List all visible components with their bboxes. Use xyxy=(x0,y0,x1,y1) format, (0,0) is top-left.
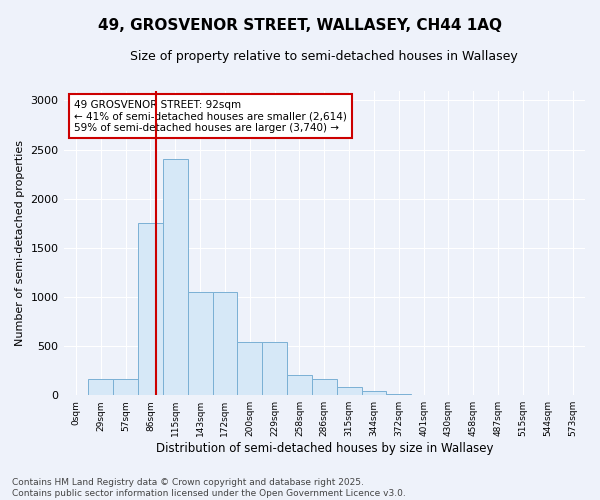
Text: 49 GROSVENOR STREET: 92sqm
← 41% of semi-detached houses are smaller (2,614)
59%: 49 GROSVENOR STREET: 92sqm ← 41% of semi… xyxy=(74,100,347,133)
Bar xyxy=(212,292,238,395)
Bar xyxy=(163,160,188,395)
Text: 49, GROSVENOR STREET, WALLASEY, CH44 1AQ: 49, GROSVENOR STREET, WALLASEY, CH44 1AQ xyxy=(98,18,502,32)
Bar xyxy=(138,223,163,395)
Title: Size of property relative to semi-detached houses in Wallasey: Size of property relative to semi-detach… xyxy=(130,50,518,63)
Bar xyxy=(337,388,362,395)
Bar xyxy=(88,378,113,395)
Text: Contains HM Land Registry data © Crown copyright and database right 2025.
Contai: Contains HM Land Registry data © Crown c… xyxy=(12,478,406,498)
Bar xyxy=(238,342,262,395)
Bar xyxy=(287,374,312,395)
Bar xyxy=(188,292,212,395)
X-axis label: Distribution of semi-detached houses by size in Wallasey: Distribution of semi-detached houses by … xyxy=(155,442,493,455)
Bar xyxy=(386,394,411,395)
Bar xyxy=(362,392,386,395)
Bar xyxy=(113,378,138,395)
Y-axis label: Number of semi-detached properties: Number of semi-detached properties xyxy=(15,140,25,346)
Bar xyxy=(312,380,337,395)
Bar xyxy=(262,342,287,395)
